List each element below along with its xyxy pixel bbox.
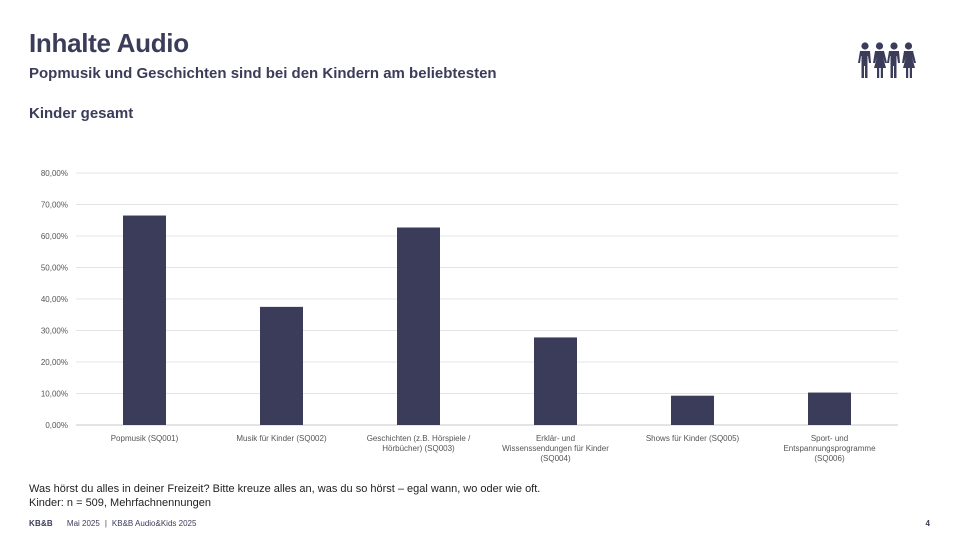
footer: KB&B Mai 2025 | KB&B Audio&Kids 2025 (29, 519, 196, 528)
y-tick-label: 60,00% (41, 232, 68, 241)
y-tick-label: 40,00% (41, 295, 68, 304)
bar (397, 227, 440, 425)
bar-chart: 0,00% 10,00% 20,00% 30,00% 40,00% 50,00% 60,00… (41, 169, 898, 463)
x-tick-label: (SQ004) (540, 454, 571, 463)
footer-date: Mai 2025 (66, 519, 100, 528)
x-tick-label: Erklär- und (536, 434, 575, 443)
question-text: Was hörst du alles in deiner Freizeit? B… (29, 483, 541, 495)
y-tick-label: 20,00% (41, 358, 68, 367)
footnote: Was hörst du alles in deiner Freizeit? B… (29, 483, 540, 510)
y-tick-label: 50,00% (41, 264, 68, 273)
x-tick-label: Geschichten (z.B. Hörspiele / (367, 434, 471, 443)
sample-text: Kinder: n = 509, Mehrfachnennungen (29, 496, 211, 509)
bar (123, 215, 166, 425)
bar (534, 337, 577, 425)
footer-separator: | (104, 519, 107, 528)
x-tick-label: Shows für Kinder (SQ005) (646, 434, 740, 443)
x-tick-label: Sport- und (811, 434, 848, 443)
section-label: Kinder gesamt (29, 105, 134, 122)
page-subtitle: Popmusik und Geschichten sind bei den Ki… (29, 65, 497, 82)
bar (260, 306, 303, 425)
y-tick-label: 0,00% (45, 421, 68, 430)
footer-study: KB&B Audio&Kids 2025 (111, 519, 197, 528)
bar (671, 395, 714, 425)
x-tick-label: Musik für Kinder (SQ002) (236, 434, 327, 443)
x-tick-label: Popmusik (SQ001) (111, 434, 179, 443)
y-tick-label: 70,00% (41, 201, 68, 210)
x-tick-label: Wissenssendungen für Kinder (502, 444, 609, 453)
x-tick-label: (SQ006) (814, 454, 845, 463)
brand-logo: KB&B (29, 519, 53, 528)
y-tick-label: 80,00% (41, 169, 68, 178)
x-tick-label: Hörbücher) (SQ003) (382, 444, 455, 453)
family-people-icon (858, 42, 916, 78)
page-number: 4 (925, 519, 930, 528)
y-tick-label: 30,00% (41, 327, 68, 336)
bar (808, 392, 851, 425)
x-tick-label: Entspannungsprogramme (783, 444, 876, 453)
page-title: Inhalte Audio (29, 28, 189, 58)
y-tick-label: 10,00% (41, 390, 68, 399)
